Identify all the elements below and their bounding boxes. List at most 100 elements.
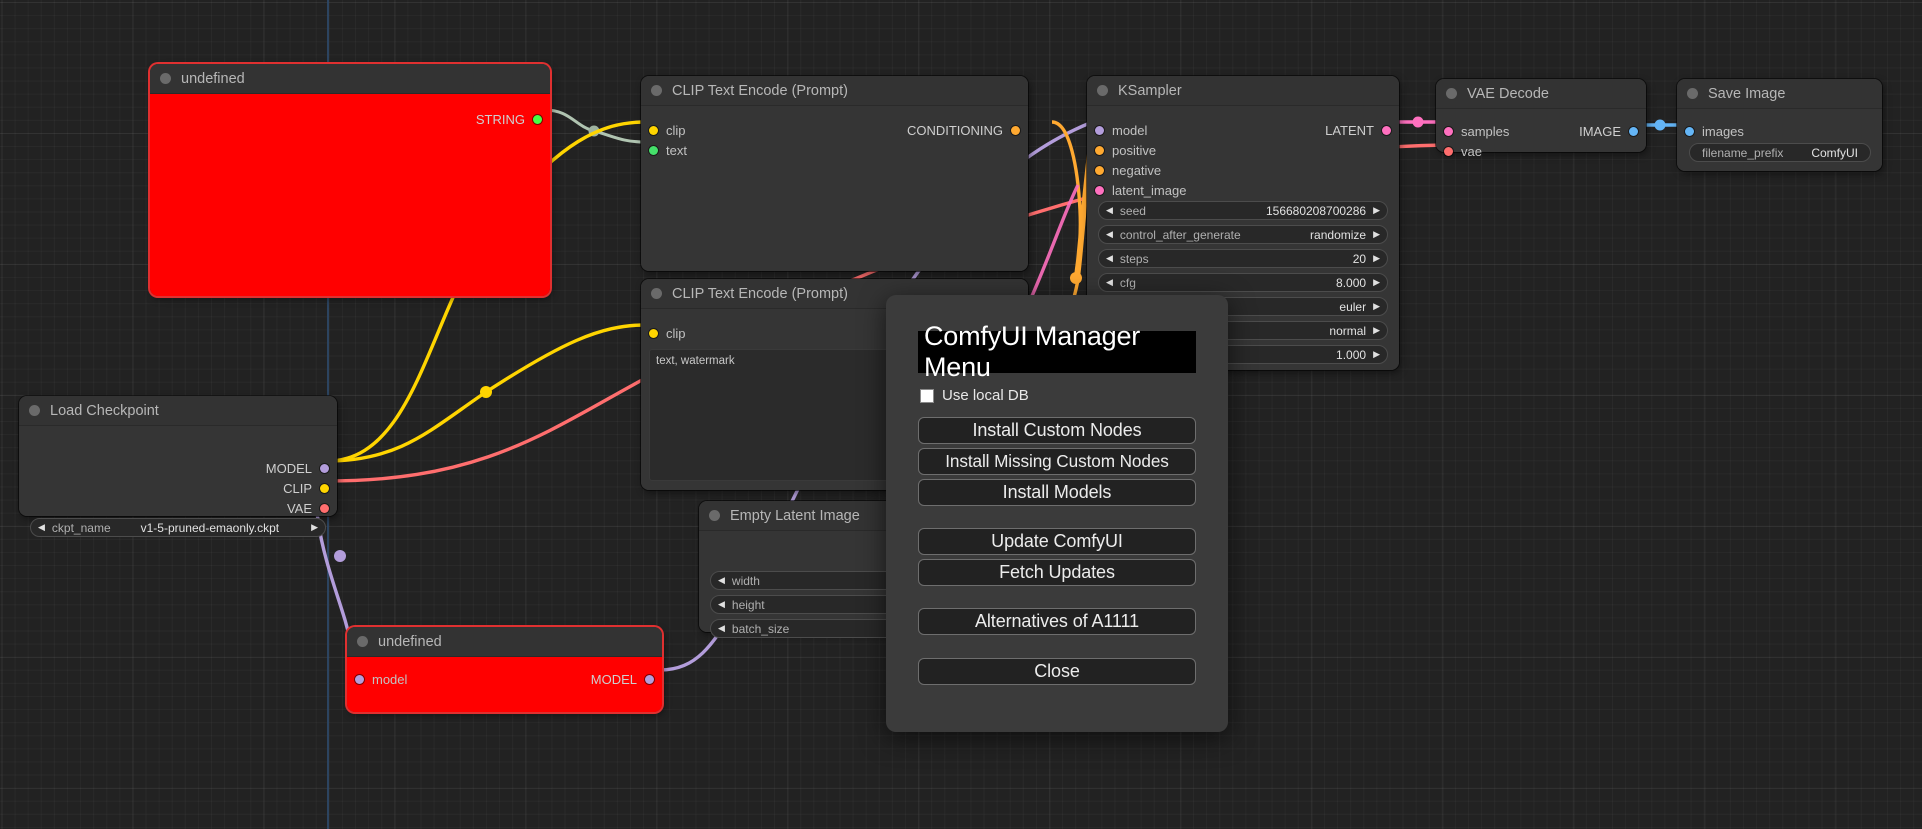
node-title-text: Save Image xyxy=(1708,85,1786,102)
update-comfyui-button[interactable]: Update ComfyUI xyxy=(918,528,1196,555)
node-output-image[interactable]: IMAGE xyxy=(1579,122,1638,140)
input-dot-latent-image[interactable] xyxy=(1095,185,1104,195)
node-title-bar[interactable]: Load Checkpoint xyxy=(19,396,337,426)
node-input-clip[interactable]: clip xyxy=(649,324,686,342)
chevron-left-icon[interactable]: ◀ xyxy=(1106,253,1113,263)
node-output-clip[interactable]: CLIP xyxy=(283,479,329,497)
node-collapse-icon[interactable] xyxy=(29,405,40,416)
node-input-vae[interactable]: vae xyxy=(1444,142,1482,160)
node-input-text[interactable]: text xyxy=(649,141,687,159)
node-collapse-icon[interactable] xyxy=(357,636,368,647)
widget-steps[interactable]: ◀ steps 20 ▶ xyxy=(1098,249,1388,268)
node-collapse-icon[interactable] xyxy=(651,85,662,96)
node-output-model[interactable]: MODEL xyxy=(591,670,654,688)
install-missing-custom-nodes-button[interactable]: Install Missing Custom Nodes xyxy=(918,448,1196,475)
node-ksampler[interactable]: KSampler model positive negative latent_… xyxy=(1087,76,1399,370)
fetch-updates-button[interactable]: Fetch Updates xyxy=(918,559,1196,586)
output-dot-model[interactable] xyxy=(645,674,654,684)
chevron-left-icon[interactable]: ◀ xyxy=(718,623,725,633)
node-collapse-icon[interactable] xyxy=(1097,85,1108,96)
node-body: clip text CONDITIONING xyxy=(641,106,1028,271)
output-dot-model[interactable] xyxy=(320,463,329,473)
close-button[interactable]: Close xyxy=(918,658,1196,685)
node-input-clip[interactable]: clip xyxy=(649,121,686,139)
widget-name: filename_prefix xyxy=(1702,145,1784,160)
input-dot-positive[interactable] xyxy=(1095,145,1104,155)
widget-filename-prefix[interactable]: filename_prefix ComfyUI xyxy=(1689,143,1871,162)
node-output-latent[interactable]: LATENT xyxy=(1325,121,1391,139)
node-input-negative[interactable]: negative xyxy=(1095,161,1161,179)
widget-ckpt-name[interactable]: ◀ ckpt_name v1-5-pruned-emaonly.ckpt ▶ xyxy=(30,518,326,537)
node-input-images[interactable]: images xyxy=(1685,122,1744,140)
input-dot-negative[interactable] xyxy=(1095,165,1104,175)
output-dot-conditioning[interactable] xyxy=(1011,125,1020,135)
node-title-bar[interactable]: VAE Decode xyxy=(1436,79,1646,109)
chevron-right-icon[interactable]: ▶ xyxy=(1373,229,1380,239)
output-dot-vae[interactable] xyxy=(320,503,329,513)
node-input-model[interactable]: model xyxy=(1095,121,1147,139)
node-input-samples[interactable]: samples xyxy=(1444,122,1509,140)
input-dot-clip[interactable] xyxy=(649,328,658,338)
chevron-left-icon[interactable]: ◀ xyxy=(718,599,725,609)
node-model-undefined[interactable]: undefined model MODEL xyxy=(347,627,662,712)
chevron-right-icon[interactable]: ▶ xyxy=(311,522,318,532)
node-input-positive[interactable]: positive xyxy=(1095,141,1156,159)
input-dot-text[interactable] xyxy=(649,145,658,155)
node-body: samples vae IMAGE xyxy=(1436,109,1646,159)
node-input-latent-image[interactable]: latent_image xyxy=(1095,181,1186,199)
node-input-model[interactable]: model xyxy=(355,670,407,688)
chevron-left-icon[interactable]: ◀ xyxy=(38,522,45,532)
node-collapse-icon[interactable] xyxy=(651,288,662,299)
chevron-right-icon[interactable]: ▶ xyxy=(1373,349,1380,359)
use-local-db-checkbox[interactable] xyxy=(920,388,934,403)
node-output-conditioning[interactable]: CONDITIONING xyxy=(907,121,1020,139)
node-output-model[interactable]: MODEL xyxy=(266,459,329,477)
output-dot-latent[interactable] xyxy=(1382,125,1391,135)
input-dot-images[interactable] xyxy=(1685,126,1694,136)
chevron-right-icon[interactable]: ▶ xyxy=(1373,301,1380,311)
node-title-bar[interactable]: undefined xyxy=(150,64,550,94)
node-collapse-icon[interactable] xyxy=(160,73,171,84)
widget-cfg[interactable]: ◀ cfg 8.000 ▶ xyxy=(1098,273,1388,292)
widget-seed[interactable]: ◀ seed 156680208700286 ▶ xyxy=(1098,201,1388,220)
chevron-left-icon[interactable]: ◀ xyxy=(718,575,725,585)
output-dot-clip[interactable] xyxy=(320,483,329,493)
chevron-right-icon[interactable]: ▶ xyxy=(1373,205,1380,215)
node-collapse-icon[interactable] xyxy=(709,510,720,521)
chevron-left-icon[interactable]: ◀ xyxy=(1106,277,1113,287)
node-save-image[interactable]: Save Image images filename_prefix ComfyU… xyxy=(1677,79,1882,171)
chevron-right-icon[interactable]: ▶ xyxy=(1373,325,1380,335)
node-output-vae[interactable]: VAE xyxy=(287,499,329,517)
node-title-bar[interactable]: Save Image xyxy=(1677,79,1882,109)
install-models-button[interactable]: Install Models xyxy=(918,479,1196,506)
chevron-right-icon[interactable]: ▶ xyxy=(1373,277,1380,287)
node-string-undefined[interactable]: undefined STRING xyxy=(150,64,550,296)
chevron-left-icon[interactable]: ◀ xyxy=(1106,205,1113,215)
node-vae-decode[interactable]: VAE Decode samples vae IMAGE xyxy=(1436,79,1646,159)
input-dot-vae[interactable] xyxy=(1444,146,1453,156)
chevron-right-icon[interactable]: ▶ xyxy=(1373,253,1380,263)
chevron-left-icon[interactable]: ◀ xyxy=(1106,229,1113,239)
output-label: STRING xyxy=(475,111,525,127)
input-dot-model[interactable] xyxy=(355,674,364,684)
node-output-string[interactable]: STRING xyxy=(476,110,542,128)
use-local-db-row[interactable]: Use local DB xyxy=(920,387,1029,404)
node-title-bar[interactable]: undefined xyxy=(347,627,662,657)
node-clip-text-encode-positive[interactable]: CLIP Text Encode (Prompt) clip text COND… xyxy=(641,76,1028,271)
input-dot-model[interactable] xyxy=(1095,125,1104,135)
install-custom-nodes-button[interactable]: Install Custom Nodes xyxy=(918,417,1196,444)
node-title-bar[interactable]: CLIP Text Encode (Prompt) xyxy=(641,76,1028,106)
alternatives-of-a1111-button[interactable]: Alternatives of A1111 xyxy=(918,608,1196,635)
output-dot-string[interactable] xyxy=(533,114,542,124)
node-load-checkpoint[interactable]: Load Checkpoint MODEL CLIP VAE ◀ ckpt_na… xyxy=(19,396,337,537)
comfyui-manager-dialog[interactable]: ComfyUI Manager Menu Use local DB Instal… xyxy=(886,295,1228,732)
input-dot-clip[interactable] xyxy=(649,125,658,135)
node-collapse-icon[interactable] xyxy=(1687,88,1698,99)
node-collapse-icon[interactable] xyxy=(1446,88,1457,99)
input-dot-samples[interactable] xyxy=(1444,126,1453,136)
node-title-text: CLIP Text Encode (Prompt) xyxy=(672,285,848,302)
widget-control-after-generate[interactable]: ◀ control_after_generate randomize ▶ xyxy=(1098,225,1388,244)
node-title-bar[interactable]: KSampler xyxy=(1087,76,1399,106)
output-dot-image[interactable] xyxy=(1629,126,1638,136)
